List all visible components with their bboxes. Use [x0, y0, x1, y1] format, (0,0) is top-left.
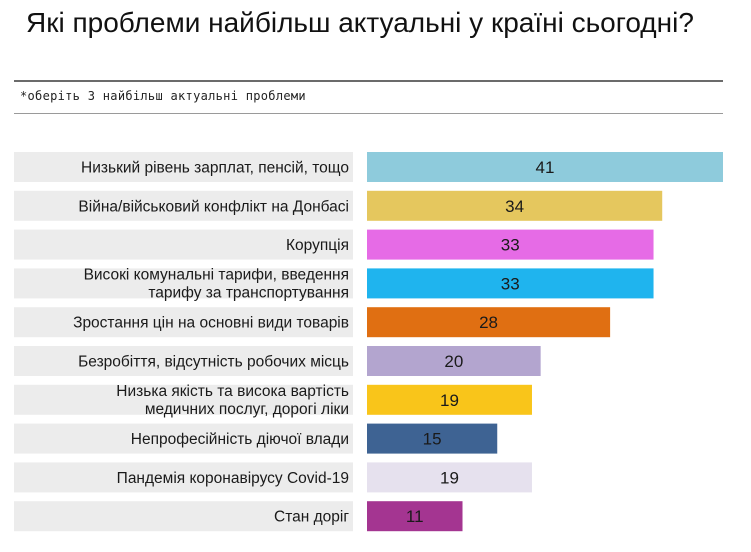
value-label: 19 [440, 468, 459, 487]
bar [367, 501, 463, 532]
category-label-line: Низька якість та висока вартість [116, 383, 349, 400]
category-label-background [14, 462, 353, 493]
category-label: Низький рівень зарплат, пенсій, тощо [81, 160, 349, 177]
category-label: Безробіття, відсутність робочих місць [78, 354, 349, 371]
category-label-line: медичних послуг, дорогі ліки [145, 401, 349, 418]
category-label-background [14, 346, 353, 376]
subtitle: *оберіть 3 найбільш актуальні проблеми [20, 89, 306, 103]
category-label-line: тарифу за транспортування [148, 284, 349, 301]
value-label: 28 [479, 313, 498, 332]
category-label-background [14, 384, 353, 415]
value-label: 34 [505, 197, 524, 216]
value-label: 15 [423, 430, 442, 449]
category-label-line: Високі комунальні тарифи, введення [84, 266, 349, 283]
bar [367, 384, 532, 415]
bar [367, 152, 723, 182]
category-label-background [14, 423, 353, 454]
value-label: 11 [406, 507, 424, 526]
category-label-background [14, 268, 353, 299]
category-label-background [14, 229, 353, 260]
bar [367, 346, 541, 376]
category-label: Високі комунальні тарифи, введення тарифу… [84, 266, 349, 301]
value-label: 41 [536, 158, 555, 177]
value-label: 33 [501, 274, 520, 293]
bar [367, 307, 611, 338]
bar [367, 462, 532, 493]
category-label-background [14, 190, 353, 221]
category-label: Стан доріг [274, 509, 349, 526]
category-label: Пандемія коронавірусу Covid-19 [117, 470, 349, 487]
category-label: Непрофесійність діючої влади [131, 431, 349, 448]
bar [367, 190, 663, 221]
bar [367, 229, 654, 260]
value-label: 33 [501, 236, 520, 255]
bar [367, 423, 498, 454]
category-label: Зростання цін на основні види товарів [73, 315, 349, 332]
category-label: Низька якість та висока вартість медичних… [116, 383, 349, 418]
bar [367, 268, 654, 299]
category-label: Корупція [286, 237, 349, 254]
value-label: 20 [444, 352, 463, 371]
category-label-background [14, 152, 353, 182]
category-label-background [14, 307, 353, 338]
page-title: Які проблеми найбільш актуальні у країні… [26, 7, 694, 38]
value-label: 19 [440, 391, 459, 410]
category-label: Війна/військовий конфлікт на Донбасі [78, 198, 349, 215]
category-label-background [14, 501, 353, 532]
subtitle-box: *оберіть 3 найбільш актуальні проблеми [14, 80, 723, 114]
